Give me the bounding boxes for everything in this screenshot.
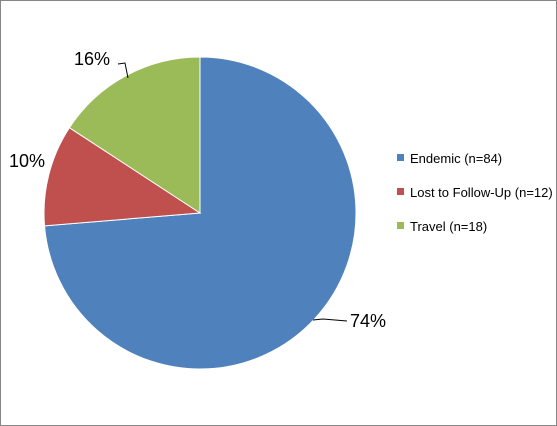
legend-label-endemic: Endemic (n=84) — [410, 151, 503, 166]
legend-item-endemic: Endemic (n=84) — [397, 149, 557, 168]
leader-line-endemic — [312, 318, 348, 322]
legend-item-lost-to-follow-up: Lost to Follow-Up (n=12) — [397, 183, 557, 202]
legend-item-travel: Travel (n=18) — [397, 217, 557, 236]
pie-slice-travel — [68, 56, 201, 214]
legend-swatch-endemic — [397, 154, 404, 161]
pie-slice-lost-to-follow-up — [43, 126, 202, 227]
leader-line-travel — [117, 62, 129, 79]
legend-label-lost-to-follow-up: Lost to Follow-Up (n=12) — [410, 185, 553, 200]
data-label-lost-to-follow-up: 10% — [9, 151, 45, 171]
legend: Endemic (n=84) Lost to Follow-Up (n=12) … — [397, 149, 557, 236]
data-label-travel: 16% — [74, 49, 110, 69]
legend-swatch-travel — [397, 222, 404, 229]
legend-label-travel: Travel (n=18) — [410, 219, 488, 234]
data-label-endemic: 74% — [350, 311, 386, 331]
legend-swatch-lost-to-follow-up — [397, 188, 404, 195]
